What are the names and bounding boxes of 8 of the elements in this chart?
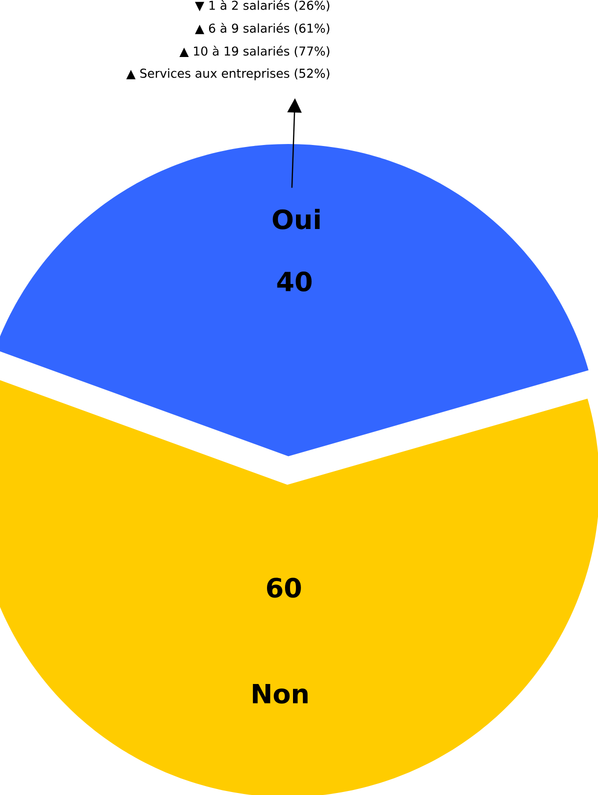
text: ▲ 6 à 9 salariés (61%) xyxy=(194,22,330,34)
data-label: 40 xyxy=(277,272,312,292)
slice-label: Non xyxy=(252,684,308,704)
data-label: 60 xyxy=(266,578,301,598)
text: ▼ 1 à 2 salariés (26%) xyxy=(194,0,330,12)
text: ▲ Services aux entreprises (52%) xyxy=(126,68,330,80)
text: ▲ 10 à 19 salariés (77%) xyxy=(179,46,330,58)
slice-label: Oui xyxy=(272,208,320,230)
